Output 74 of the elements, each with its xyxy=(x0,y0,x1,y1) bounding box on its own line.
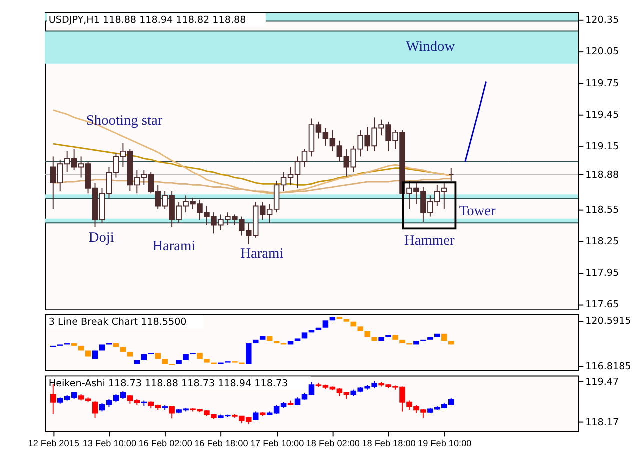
line-series xyxy=(52,110,452,194)
bar xyxy=(316,328,322,330)
bar xyxy=(322,320,329,328)
bar xyxy=(386,335,392,338)
y-tick-label: 119.75 xyxy=(586,78,620,90)
line-series xyxy=(464,81,488,163)
x-tick-label: 16 Feb 02:00 xyxy=(138,438,192,448)
annotation: Harami xyxy=(152,238,196,254)
annotation: Hammer xyxy=(404,233,455,250)
bar xyxy=(204,359,210,363)
bar xyxy=(113,344,120,348)
bar xyxy=(414,341,420,345)
bar xyxy=(99,344,106,351)
bar xyxy=(448,341,454,345)
bar xyxy=(120,347,126,352)
y-tick-label: 120.35 xyxy=(586,14,620,26)
y-tick-label: 117.95 xyxy=(586,268,620,280)
bar xyxy=(141,354,148,360)
x-tick-label: 13 Feb 10:00 xyxy=(82,438,137,448)
bar xyxy=(302,332,308,339)
bar xyxy=(274,341,280,344)
y-tick-label: 117.65 xyxy=(586,300,620,311)
x-tick-label: 17 Feb 10:00 xyxy=(250,438,304,448)
bar xyxy=(252,340,259,344)
y-tick-label: 119.45 xyxy=(586,110,620,121)
bar xyxy=(442,334,448,342)
y-tick-label: 116.8185 xyxy=(586,362,632,373)
bar xyxy=(127,352,134,357)
bar xyxy=(85,350,92,357)
annotation: Window xyxy=(406,39,456,56)
bar xyxy=(330,317,336,321)
bar xyxy=(176,360,182,364)
y-tick-label: 118.88 xyxy=(586,170,620,181)
bar xyxy=(392,335,398,340)
bar xyxy=(197,353,203,360)
bar xyxy=(344,319,350,322)
bar xyxy=(378,338,384,342)
candlestick xyxy=(169,406,175,420)
bar xyxy=(294,338,301,342)
bar xyxy=(350,322,356,327)
annotation: Shooting star xyxy=(86,112,163,129)
bar xyxy=(162,359,168,364)
y-tick-label: 119.47 xyxy=(586,376,620,388)
y-tick-label: 119.15 xyxy=(586,142,620,153)
y-tick-label: 118.17 xyxy=(586,417,620,428)
annotation: Doji xyxy=(88,230,114,246)
annotation: Tower xyxy=(459,204,496,220)
chart-title: Heiken-Ashi 118.73 118.88 118.73 118.94 118.73 xyxy=(48,378,288,390)
bar xyxy=(400,340,406,344)
bar xyxy=(134,360,140,364)
bar xyxy=(434,334,440,338)
bar xyxy=(183,354,189,360)
y-tick-label: 118.25 xyxy=(586,236,620,248)
bar xyxy=(260,336,266,340)
x-tick-label: 18 Feb 18:00 xyxy=(362,438,416,448)
y-tick-label: 120.5915 xyxy=(586,316,632,328)
annotation: Harami xyxy=(240,246,284,262)
bar xyxy=(372,338,378,342)
x-tick-label: 18 Feb 02:00 xyxy=(306,438,360,448)
y-tick-label: 120.05 xyxy=(586,46,620,58)
bar xyxy=(288,341,294,345)
bar xyxy=(246,344,252,364)
bar xyxy=(364,331,370,338)
bar xyxy=(155,353,161,360)
chart-title: 3 Line Break Chart 118.5500 xyxy=(48,316,187,328)
x-tick-label: 19 Feb 10:00 xyxy=(418,438,472,448)
bar xyxy=(92,350,98,360)
bar xyxy=(358,326,364,332)
candlestick xyxy=(92,401,98,418)
y-tick-label: 118.55 xyxy=(586,204,620,216)
x-tick-label: 16 Feb 18:00 xyxy=(194,438,248,448)
candlestick xyxy=(448,168,454,182)
x-tick-label: 12 Feb 2015 xyxy=(28,438,80,448)
chart-title: USDJPY,H1 118.88 118.94 118.82 118.88 xyxy=(48,14,246,26)
